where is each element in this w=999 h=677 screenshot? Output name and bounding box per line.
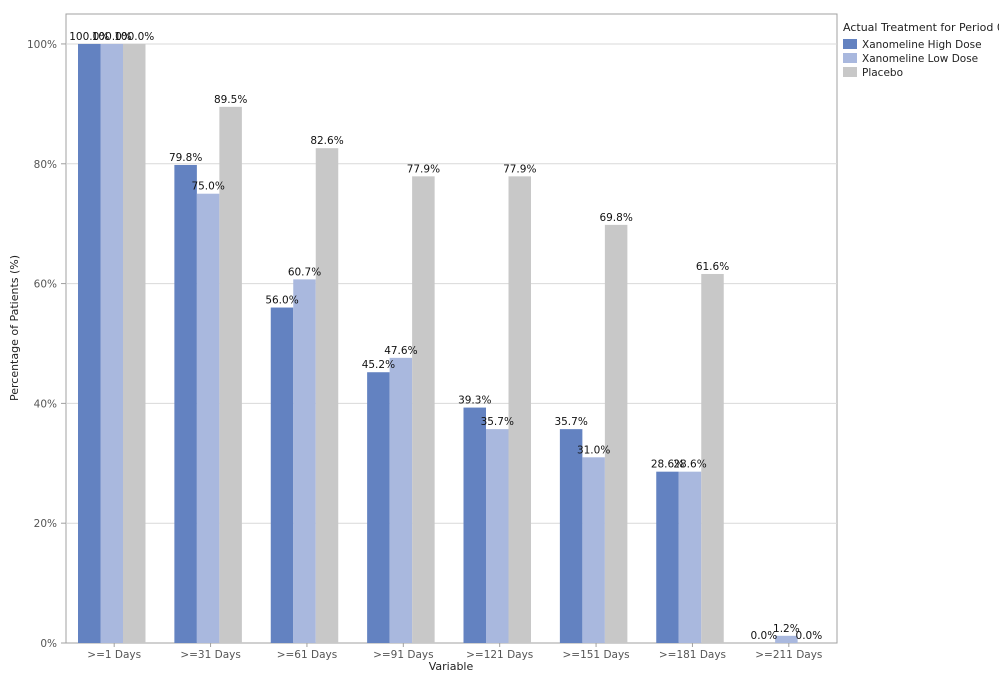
x-tick-label: >=31 Days (180, 649, 241, 661)
data-label: 31.0% (577, 444, 610, 456)
bar (78, 43, 101, 643)
data-label: 1.2% (773, 623, 800, 635)
x-axis-title: Variable (429, 660, 474, 673)
data-label: 0.0% (796, 630, 823, 642)
data-label: 77.9% (503, 163, 536, 175)
bar (508, 176, 531, 643)
bar (174, 164, 197, 643)
bar (604, 224, 628, 644)
bar (367, 372, 390, 643)
legend-label: Xanomeline Low Dose (862, 53, 978, 65)
y-tick-label: 40% (34, 398, 57, 410)
bar (389, 357, 413, 643)
data-label: 100.0% (114, 31, 154, 43)
data-label: 47.6% (384, 345, 417, 357)
data-label: 45.2% (362, 359, 395, 371)
data-label: 100.0% (69, 31, 109, 43)
x-tick-label: >=61 Days (277, 649, 338, 661)
data-label: 89.5% (214, 94, 247, 106)
legend-swatch (843, 67, 857, 77)
y-tick-label: 60% (34, 279, 57, 291)
legend-title: Actual Treatment for Period 01 (843, 21, 999, 34)
bar (293, 279, 316, 643)
x-tick-label: >=1 Days (87, 649, 141, 661)
bar (656, 471, 679, 643)
x-tick-label: >=211 Days (755, 649, 822, 661)
y-tick-label: 0% (40, 638, 57, 650)
bar (123, 43, 146, 643)
bar (270, 307, 294, 643)
data-label: 100.0% (92, 31, 132, 43)
bars (78, 43, 798, 644)
data-label: 79.8% (169, 152, 202, 164)
y-tick-label: 20% (34, 518, 57, 530)
data-label: 28.6% (651, 459, 684, 471)
data-label: 56.0% (265, 295, 298, 307)
bar (412, 176, 435, 643)
bar (582, 457, 605, 643)
data-label: 0.0% (751, 630, 778, 642)
bar (559, 429, 583, 643)
legend-swatch (843, 53, 857, 63)
y-axis-title: Percentage of Patients (%) (8, 255, 21, 401)
bar (486, 429, 509, 643)
legend-swatch (843, 39, 857, 49)
bar (775, 635, 798, 643)
bar (701, 273, 724, 643)
data-label: 69.8% (599, 212, 632, 224)
bar (315, 148, 339, 644)
x-axis-ticks: >=1 Days >=31 Days >=61 Days >=91 Days >=121… (87, 643, 822, 661)
bar (678, 471, 702, 643)
data-label: 61.6% (696, 261, 729, 273)
x-tick-label: >=121 Days (466, 649, 533, 661)
data-label: 77.9% (407, 163, 440, 175)
legend-label: Placebo (862, 67, 903, 79)
x-tick-label: >=151 Days (562, 649, 629, 661)
bar (196, 193, 220, 643)
bar (219, 106, 242, 644)
data-label: 39.3% (458, 395, 491, 407)
y-tick-label: 80% (34, 159, 57, 171)
legend: Actual Treatment for Period 01 Xanomelin… (843, 21, 999, 79)
data-label: 35.7% (554, 416, 587, 428)
data-label: 60.7% (288, 266, 321, 278)
legend-label: Xanomeline High Dose (862, 39, 982, 51)
y-tick-label: 100% (27, 39, 57, 51)
data-label: 35.7% (481, 416, 514, 428)
y-axis-ticks: 0% 20% 40% 60% 80% 100% (27, 39, 66, 650)
x-tick-label: >=181 Days (659, 649, 726, 661)
data-label: 82.6% (310, 135, 343, 147)
x-tick-label: >=91 Days (373, 649, 434, 661)
data-labels: 100.0%100.0%100.0%79.8%75.0%89.5%56.0%60… (69, 31, 822, 642)
bar (100, 43, 123, 643)
bar (463, 407, 486, 643)
data-label: 75.0% (191, 181, 224, 193)
data-label: 28.6% (673, 459, 706, 471)
